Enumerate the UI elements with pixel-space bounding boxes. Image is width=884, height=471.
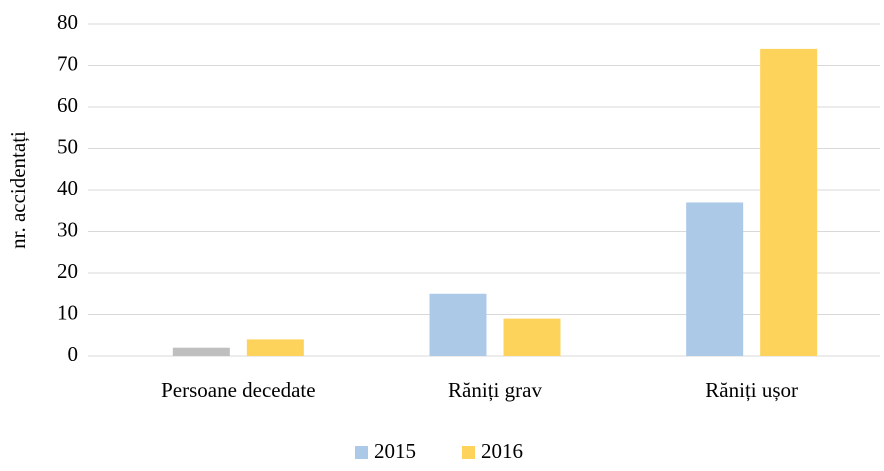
legend-swatch (355, 446, 368, 459)
bar (429, 293, 487, 356)
y-axis-label: nr. accidentați (6, 131, 30, 249)
bar (686, 202, 744, 356)
y-tick-label: 10 (57, 300, 78, 324)
y-tick-label: 40 (57, 176, 78, 200)
x-tick-label: Răniți ușor (705, 378, 798, 402)
bar (503, 318, 561, 356)
bar (760, 48, 818, 357)
y-tick-label: 60 (57, 93, 78, 117)
y-tick-label: 30 (57, 217, 78, 241)
bar (172, 347, 230, 356)
legend-label: 2016 (481, 439, 523, 463)
x-tick-label: Persoane decedate (161, 378, 316, 402)
y-tick-label: 20 (57, 259, 78, 283)
x-tick-label: Răniți grav (448, 378, 542, 402)
legend-label: 2015 (374, 439, 416, 463)
y-tick-label: 80 (57, 10, 78, 34)
y-tick-label: 0 (68, 342, 79, 366)
legend-swatch (462, 446, 475, 459)
y-tick-label: 50 (57, 134, 78, 158)
y-tick-label: 70 (57, 51, 78, 75)
bar (246, 339, 304, 356)
